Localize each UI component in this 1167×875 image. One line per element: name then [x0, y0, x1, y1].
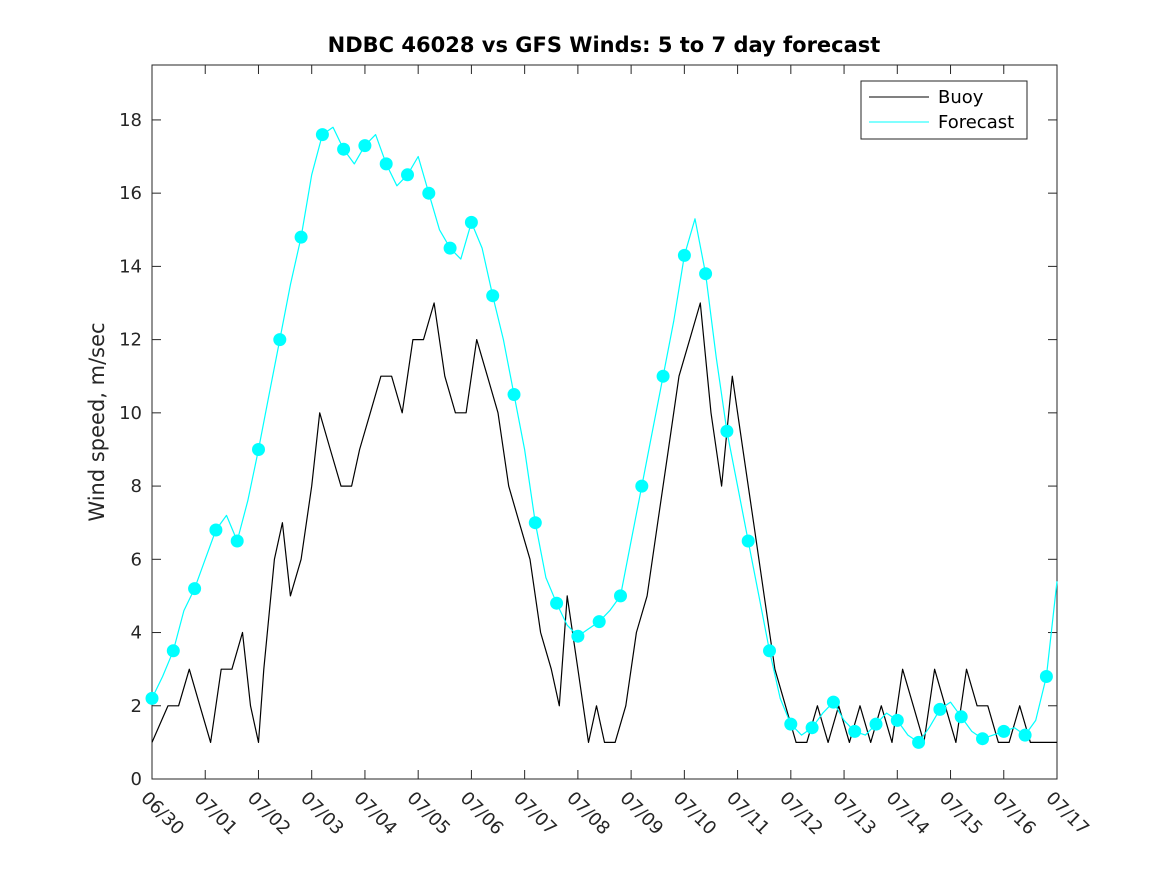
- forecast-marker: [954, 710, 968, 724]
- x-tick-label: 07/03: [296, 788, 348, 840]
- x-tick-label: 07/17: [1041, 788, 1093, 840]
- forecast-marker: [379, 157, 393, 171]
- forecast-marker: [252, 443, 265, 456]
- x-tick-label: 07/02: [243, 788, 295, 840]
- y-tick-label: 16: [119, 183, 142, 204]
- forecast-marker: [912, 735, 926, 749]
- forecast-marker: [614, 589, 627, 603]
- forecast-marker: [507, 388, 521, 401]
- forecast-marker: [358, 139, 372, 153]
- forecast-marker: [188, 582, 202, 596]
- x-tick-label: 07/09: [616, 788, 668, 840]
- forecast-marker: [699, 267, 713, 281]
- forecast-marker: [784, 717, 798, 731]
- forecast-marker: [166, 644, 180, 658]
- forecast-marker: [763, 644, 776, 658]
- forecast-marker: [422, 186, 436, 200]
- forecast-marker: [869, 717, 883, 731]
- y-tick-label: 18: [119, 110, 142, 131]
- y-axis-label: Wind speed, m/sec: [85, 322, 109, 521]
- forecast-marker: [997, 724, 1011, 738]
- buoy-line: [151, 302, 1057, 743]
- x-tick-label: 07/04: [349, 788, 401, 840]
- forecast-marker: [571, 629, 585, 643]
- forecast-marker: [848, 724, 862, 738]
- y-tick-label: 4: [131, 623, 142, 644]
- forecast-marker: [720, 424, 734, 438]
- chart-title: NDBC 46028 vs GFS Winds: 5 to 7 day fore…: [328, 33, 881, 57]
- forecast-marker: [656, 369, 670, 383]
- legend-forecast-label: Forecast: [938, 112, 1014, 133]
- x-tick-label: 07/05: [403, 788, 455, 840]
- x-tick-label: 07/01: [190, 788, 242, 840]
- forecast-marker: [209, 523, 223, 537]
- legend: Buoy Forecast: [860, 80, 1028, 140]
- forecast-marker: [486, 289, 500, 303]
- forecast-marker: [401, 168, 414, 182]
- forecast-marker: [976, 732, 989, 746]
- forecast-marker: [826, 695, 840, 709]
- forecast-marker: [550, 596, 564, 610]
- forecast-marker: [677, 248, 691, 262]
- x-tick-label: 07/10: [669, 788, 721, 840]
- x-tick-label: 07/16: [988, 788, 1040, 840]
- x-tick-label: 07/13: [829, 788, 881, 840]
- y-tick-label: 12: [119, 330, 142, 351]
- forecast-line: [151, 126, 1058, 743]
- forecast-marker: [443, 241, 457, 255]
- forecast-marker: [1039, 670, 1053, 683]
- y-tick-label: 2: [131, 696, 142, 717]
- forecast-marker: [741, 534, 755, 548]
- forecast-marker: [1018, 728, 1032, 742]
- y-axis: 0 2 4 6 8 10 12 14 16 18: [119, 110, 1057, 790]
- forecast-marker: [933, 702, 947, 716]
- y-tick-label: 0: [131, 769, 142, 790]
- forecast-marker: [464, 215, 478, 229]
- x-tick-label: 07/11: [722, 788, 774, 840]
- y-tick-label: 6: [131, 549, 142, 570]
- x-tick-label: 07/15: [935, 788, 987, 840]
- x-tick-label: 07/14: [882, 788, 934, 840]
- forecast-marker: [145, 691, 159, 705]
- forecast-marker: [337, 142, 351, 156]
- forecast-marker: [805, 721, 819, 735]
- forecast-marker: [592, 615, 606, 629]
- forecast-marker: [294, 230, 308, 244]
- forecast-marker: [635, 479, 649, 493]
- x-tick-label: 07/12: [775, 788, 827, 840]
- y-tick-label: 8: [131, 476, 142, 497]
- legend-box: [860, 80, 1028, 140]
- y-tick-label: 10: [119, 403, 142, 424]
- y-tick-label: 14: [119, 256, 142, 277]
- forecast-marker: [273, 333, 287, 347]
- forecast-markers: [145, 128, 1053, 749]
- x-tick-label: 06/30: [136, 788, 188, 840]
- plot-area: [151, 64, 1058, 780]
- legend-buoy-label: Buoy: [938, 87, 984, 108]
- x-tick-label: 07/06: [456, 788, 508, 840]
- x-tick-label: 07/07: [509, 788, 561, 840]
- forecast-marker: [890, 713, 904, 727]
- forecast-marker: [230, 534, 244, 548]
- forecast-marker: [528, 516, 542, 530]
- x-tick-label: 07/08: [562, 788, 614, 840]
- forecast-marker: [315, 128, 329, 142]
- series-layer: [151, 126, 1058, 743]
